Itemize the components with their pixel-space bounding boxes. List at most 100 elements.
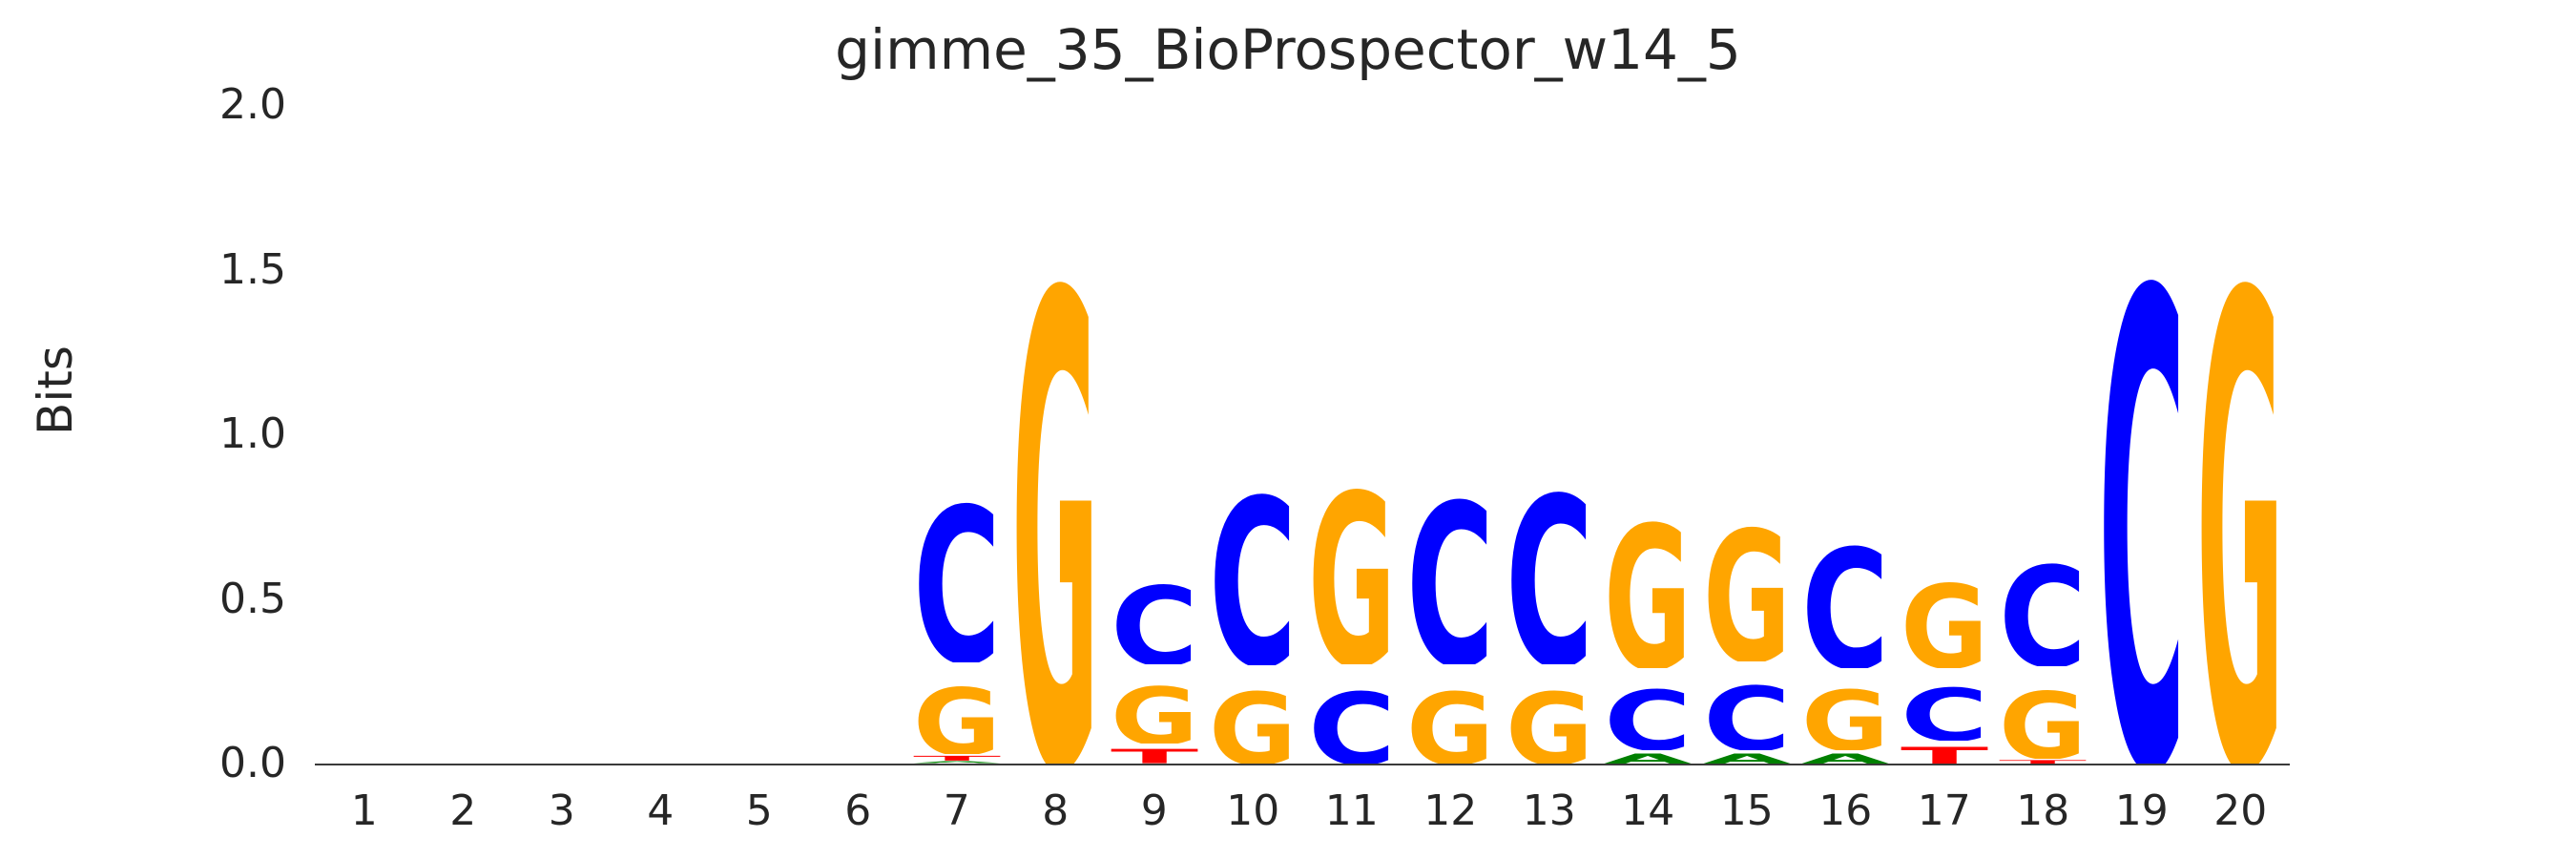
logo-stack (321, 105, 408, 764)
svg-text:A: A (1703, 751, 1791, 764)
svg-text:G: G (1506, 672, 1593, 764)
x-tick-label: 11 (1324, 786, 1379, 835)
x-tick-label: 8 (1042, 786, 1070, 835)
y-tick-label: 1.0 (219, 409, 286, 458)
logo-letter-G: G (1901, 553, 1988, 668)
svg-text:T: T (1999, 759, 2087, 764)
svg-text:T: T (1901, 743, 1988, 764)
logo-letter-A: A (1604, 750, 1692, 764)
svg-text:C: C (2098, 159, 2186, 764)
x-tick-label: 6 (844, 786, 872, 835)
svg-text:C: C (1999, 538, 2087, 666)
logo-letter-G: G (1999, 666, 2087, 759)
x-tick-label: 3 (548, 786, 575, 835)
logo-stack (616, 105, 704, 764)
logo-letter-T: T (1111, 744, 1198, 764)
y-tick-label: 0.5 (219, 574, 286, 623)
svg-text:A: A (913, 761, 1001, 764)
y-tick-label: 0.0 (219, 739, 286, 787)
x-tick-label: 10 (1226, 786, 1280, 835)
logo-stack (518, 105, 606, 764)
x-tick-label: 1 (350, 786, 378, 835)
y-tick-label: 2.0 (219, 80, 286, 129)
logo-letter-G: G (1308, 428, 1396, 665)
svg-text:C: C (1604, 675, 1692, 751)
x-tick-label: 20 (2213, 786, 2268, 835)
logo-letter-A: A (1703, 750, 1791, 764)
svg-text:G: G (1901, 561, 1988, 668)
logo-letter-C: C (1999, 528, 2087, 666)
logo-stack (814, 105, 902, 764)
svg-text:A: A (1604, 751, 1692, 764)
x-tick-label: 15 (1719, 786, 1774, 835)
svg-text:G: G (1209, 672, 1297, 764)
logo-letter-T: T (913, 754, 1001, 761)
logo-stack: G (2196, 105, 2284, 764)
logo-letter-G: G (2196, 115, 2284, 764)
x-tick-label: 16 (1818, 786, 1873, 835)
logo-letter-C: C (1111, 556, 1198, 665)
logo-letter-A: A (913, 761, 1001, 764)
logo-letter-T: T (1999, 759, 2087, 764)
x-tick-label: 9 (1140, 786, 1168, 835)
svg-text:G: G (913, 670, 1001, 755)
logo-letter-G: G (1506, 665, 1593, 764)
svg-text:G: G (1308, 445, 1396, 665)
page-title: gimme_35_BioProspector_w14_5 (835, 17, 1741, 82)
logo-letter-G: G (1703, 480, 1791, 661)
svg-text:C: C (1901, 674, 1988, 741)
x-tick-label: 2 (449, 786, 477, 835)
x-tick-label: 7 (943, 786, 970, 835)
svg-text:C: C (1506, 449, 1593, 664)
logo-letter-C: C (1406, 441, 1494, 665)
svg-text:C: C (913, 465, 1001, 662)
svg-text:C: C (1801, 516, 1889, 668)
svg-text:C: C (1209, 450, 1297, 664)
svg-text:G: G (1406, 672, 1494, 764)
svg-text:T: T (913, 755, 1001, 761)
logo-stack (419, 105, 507, 764)
svg-text:C: C (1406, 457, 1494, 665)
x-tick-label: 5 (745, 786, 773, 835)
logo-letter-C: C (2098, 112, 2186, 764)
logo-letter-C: C (1308, 665, 1396, 764)
svg-text:G: G (1604, 485, 1692, 668)
logo-letter-G: G (1209, 665, 1297, 764)
logo-letter-G: G (1406, 665, 1494, 764)
svg-text:T: T (1111, 745, 1198, 764)
svg-text:C: C (1308, 672, 1396, 764)
logo-letter-G: G (1011, 115, 1099, 764)
logo-letter-C: C (1703, 661, 1791, 750)
x-axis-baseline (315, 764, 2290, 765)
x-tick-label: 19 (2114, 786, 2169, 835)
logo-letter-C: C (913, 448, 1001, 662)
y-axis-label: Bits (28, 346, 83, 435)
svg-text:A: A (1801, 751, 1889, 764)
svg-text:G: G (1801, 675, 1889, 751)
svg-text:C: C (1111, 565, 1198, 665)
logo-letter-C: C (1801, 503, 1889, 668)
x-tick-label: 14 (1621, 786, 1675, 835)
svg-text:G: G (1011, 162, 1099, 764)
svg-text:G: G (1111, 671, 1198, 744)
logo-letter-G: G (1604, 471, 1692, 668)
svg-text:G: G (1703, 494, 1791, 661)
x-tick-label: 18 (2016, 786, 2070, 835)
y-tick-label: 1.5 (219, 244, 286, 294)
svg-text:C: C (1703, 668, 1791, 750)
logo-letter-A: A (1801, 750, 1889, 764)
logo-letter-G: G (1111, 665, 1198, 744)
logo-letter-C: C (1209, 434, 1297, 664)
svg-text:G: G (1999, 674, 2087, 759)
